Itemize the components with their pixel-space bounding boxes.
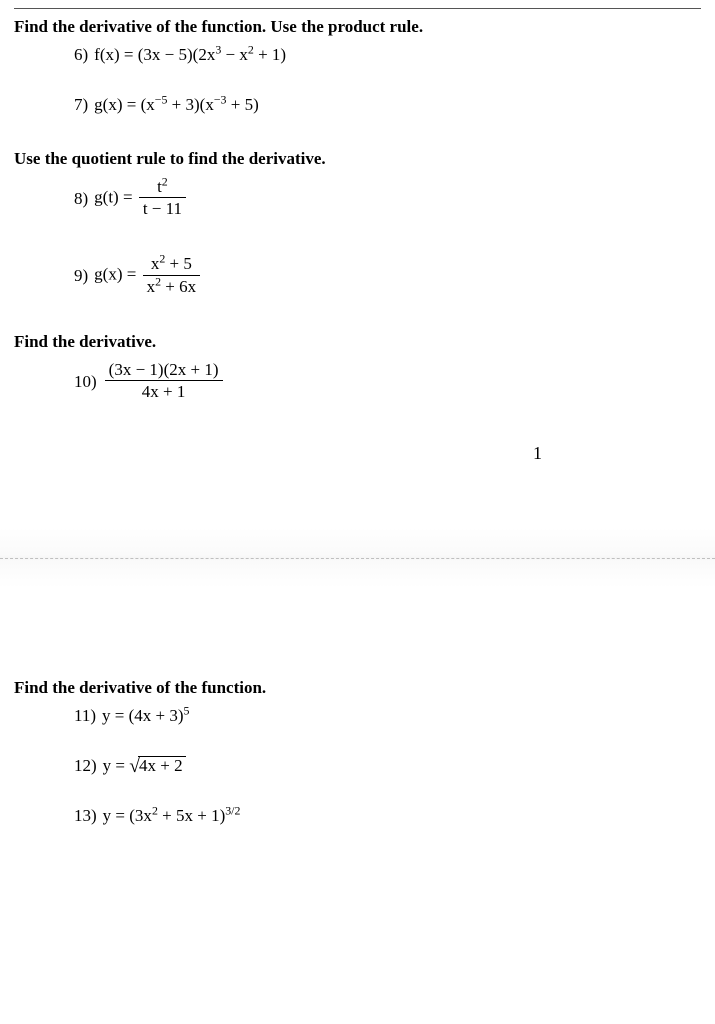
section-heading-quotient-rule: Use the quotient rule to find the deriva… — [14, 149, 701, 169]
problem-8: 8) g(t) = t2 t − 11 — [74, 177, 701, 220]
fraction: t2 t − 11 — [139, 177, 186, 220]
problem-9: 9) g(x) = x2 + 5 x2 + 6x — [74, 254, 701, 297]
sqrt-icon: √4x + 2 — [129, 756, 185, 776]
top-rule — [14, 8, 701, 9]
page-break-divider — [0, 528, 715, 588]
problem-number: 8) — [74, 189, 88, 209]
problem-expression: y = √4x + 2 — [103, 756, 186, 776]
problem-11: 11) y = (4x + 3)5 — [74, 706, 701, 726]
fraction: (3x − 1)(2x + 1) 4x + 1 — [105, 360, 223, 403]
problem-expression: y = (4x + 3)5 — [102, 706, 189, 726]
problem-number: 11) — [74, 706, 96, 726]
problem-expression: (3x − 1)(2x + 1) 4x + 1 — [103, 360, 225, 403]
section-heading-product-rule: Find the derivative of the function. Use… — [14, 17, 701, 37]
problem-expression: y = (3x2 + 5x + 1)3/2 — [103, 806, 241, 826]
problem-6: 6) f(x) = (3x − 5)(2x3 − x2 + 1) — [74, 45, 701, 65]
problem-expression: f(x) = (3x − 5)(2x3 − x2 + 1) — [94, 45, 286, 65]
problem-13: 13) y = (3x2 + 5x + 1)3/2 — [74, 806, 701, 826]
section-heading-find-derivative-2: Find the derivative of the function. — [14, 678, 701, 698]
problem-number: 10) — [74, 372, 97, 392]
problem-expression: g(x) = x2 + 5 x2 + 6x — [94, 254, 202, 297]
page-number: 1 — [374, 443, 701, 464]
problem-12: 12) y = √4x + 2 — [74, 756, 701, 776]
problem-7: 7) g(x) = (x−5 + 3)(x−3 + 5) — [74, 95, 701, 115]
problem-expression: g(t) = t2 t − 11 — [94, 177, 188, 220]
fraction: x2 + 5 x2 + 6x — [143, 254, 201, 297]
problem-number: 13) — [74, 806, 97, 826]
problem-10: 10) (3x − 1)(2x + 1) 4x + 1 — [74, 360, 701, 403]
problem-number: 12) — [74, 756, 97, 776]
problem-number: 9) — [74, 266, 88, 286]
problem-number: 6) — [74, 45, 88, 65]
problem-expression: g(x) = (x−5 + 3)(x−3 + 5) — [94, 95, 259, 115]
section-heading-find-derivative: Find the derivative. — [14, 332, 701, 352]
problem-number: 7) — [74, 95, 88, 115]
